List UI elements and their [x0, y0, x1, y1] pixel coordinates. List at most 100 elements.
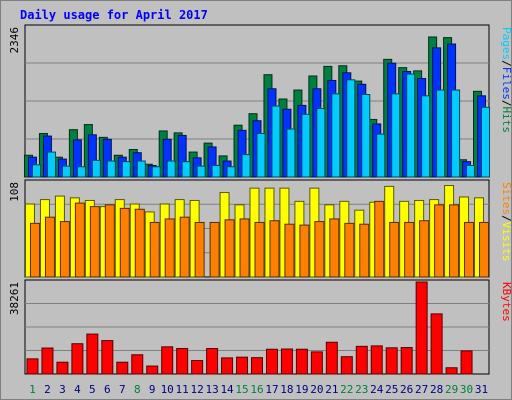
bar-pages-4 [76, 166, 86, 178]
bar-kbytes-16 [251, 357, 263, 375]
bar-pages-28 [436, 89, 446, 178]
legend-top-2: Files [500, 67, 512, 100]
bar-pages-17 [271, 105, 281, 178]
bar-kbytes-2 [41, 347, 54, 375]
bar-sites-27 [419, 220, 430, 278]
panel-bot-legend: KBytes [500, 282, 512, 322]
legend-top-1: / [500, 60, 512, 67]
legend-mid-0: Sites [500, 182, 512, 215]
bar-kbytes-19 [295, 348, 308, 375]
bar-pages-23 [361, 94, 371, 178]
bar-pages-29 [451, 89, 461, 178]
panel-mid-max-label: 108 [8, 182, 21, 202]
panel-bot-max-label: 38261 [8, 282, 21, 315]
bar-sites-18 [284, 223, 295, 278]
x-tick-label: 5 [89, 383, 96, 396]
bar-kbytes-29 [445, 367, 458, 375]
bar-sites-13 [209, 221, 220, 278]
x-tick-label: 15 [235, 383, 248, 396]
x-tick-label: 2 [44, 383, 51, 396]
bar-kbytes-26 [400, 347, 413, 375]
bar-kbytes-10 [161, 346, 174, 375]
x-tick-labels: 1 2 3 4 5 6 7 8 9 10 11 12 13 14 15 16 17 18 19 20 21 22 23 24 2… [29, 383, 488, 396]
bar-sites-17 [269, 220, 280, 278]
bar-kbytes-5 [86, 333, 99, 375]
x-tick-label: 7 [119, 383, 126, 396]
series-kbytes [26, 281, 473, 375]
legend-top-3: / [500, 100, 512, 107]
bar-sites-31 [479, 221, 490, 278]
x-tick-label: 13 [205, 383, 218, 396]
x-tick-label: 18 [280, 383, 293, 396]
legend-top-4: Hits [500, 107, 512, 134]
bar-kbytes-12 [191, 360, 204, 375]
panel-top-legend: Pages/Files/Hits [500, 27, 512, 133]
bar-kbytes-13 [206, 348, 219, 375]
x-tick-label: 16 [250, 383, 263, 396]
bar-pages-9 [151, 166, 161, 178]
x-tick-label: 12 [191, 383, 204, 396]
bar-pages-6 [106, 160, 116, 178]
bar-kbytes-18 [280, 348, 293, 375]
bar-pages-10 [166, 160, 176, 178]
bar-sites-29 [449, 204, 460, 278]
bar-pages-18 [286, 128, 296, 178]
bar-kbytes-22 [340, 356, 353, 375]
bar-kbytes-1 [26, 358, 39, 375]
x-tick-label: 30 [460, 383, 473, 396]
bar-sites-26 [404, 221, 415, 278]
bar-kbytes-3 [56, 361, 69, 375]
x-tick-label: 29 [445, 383, 458, 396]
bar-pages-24 [376, 133, 386, 178]
bar-sites-9 [149, 221, 160, 278]
bar-pages-27 [421, 95, 431, 178]
x-tick-label: 4 [74, 383, 81, 396]
x-tick-label: 17 [265, 383, 278, 396]
bar-kbytes-11 [176, 348, 189, 375]
bar-sites-30 [464, 221, 475, 278]
x-tick-label: 9 [149, 383, 156, 396]
x-tick-label: 10 [161, 383, 174, 396]
bar-pages-26 [406, 73, 416, 178]
series-pages [31, 73, 491, 178]
bar-kbytes-6 [101, 340, 114, 375]
x-tick-label: 14 [220, 383, 234, 396]
bar-kbytes-7 [116, 361, 129, 375]
bar-kbytes-15 [236, 356, 249, 375]
bar-pages-22 [346, 79, 356, 178]
legend-mid-1: / [500, 215, 512, 222]
bar-sites-11 [179, 216, 190, 278]
bar-sites-21 [329, 218, 340, 278]
bar-sites-25 [389, 221, 400, 278]
bar-pages-2 [46, 151, 56, 178]
bar-kbytes-21 [325, 341, 338, 375]
bar-sites-5 [89, 206, 100, 278]
bar-sites-15 [239, 218, 250, 278]
x-tick-label: 21 [325, 383, 338, 396]
bar-sites-2 [44, 216, 55, 278]
bar-pages-12 [196, 165, 206, 178]
bar-sites-20 [314, 221, 325, 278]
panel-top-max-label: 2346 [8, 27, 21, 54]
bar-pages-31 [481, 106, 491, 178]
bar-kbytes-20 [310, 351, 323, 375]
bar-sites-8 [134, 208, 145, 278]
bar-sites-10 [164, 218, 175, 278]
x-tick-label: 28 [430, 383, 443, 396]
bar-pages-11 [181, 161, 191, 178]
bar-pages-5 [91, 159, 101, 178]
panel-mid: 108 Sites/Visits [8, 179, 512, 278]
bar-kbytes-27 [415, 281, 428, 375]
x-tick-label: 19 [295, 383, 308, 396]
x-tick-label: 3 [59, 383, 66, 396]
x-tick-label: 25 [385, 383, 398, 396]
chart-title: Daily usage for April 2017 [20, 8, 208, 22]
bar-sites-6 [104, 204, 115, 278]
panel-top: 2346 Pages/Files/Hits [8, 24, 512, 178]
bar-pages-21 [331, 93, 341, 178]
x-tick-label: 11 [176, 383, 189, 396]
bar-kbytes-8 [131, 354, 144, 375]
bar-pages-30 [466, 164, 476, 178]
bar-pages-15 [241, 154, 251, 178]
